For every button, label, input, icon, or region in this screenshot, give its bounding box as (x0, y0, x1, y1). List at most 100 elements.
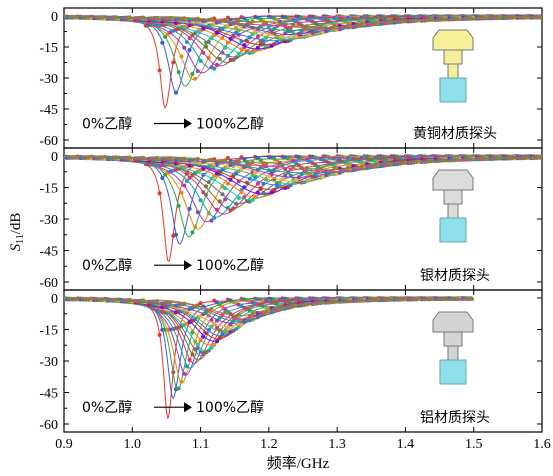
series-marker-13 (258, 42, 263, 47)
series-marker-7 (255, 181, 260, 186)
series-marker-20 (250, 312, 255, 317)
series-marker-1 (198, 301, 203, 306)
series-marker-20 (277, 163, 282, 168)
series-marker-20 (209, 17, 214, 22)
series-marker-20 (264, 309, 269, 314)
series-marker-20 (264, 20, 269, 25)
series-marker-12 (228, 177, 233, 182)
series-marker-20 (277, 306, 282, 311)
series-marker-11 (212, 33, 217, 38)
series-marker-16 (266, 32, 271, 37)
series-marker-13 (272, 42, 277, 47)
series-marker-18 (326, 171, 331, 176)
series-marker-8 (217, 199, 222, 204)
series-marker-2 (228, 17, 233, 22)
series-marker-20 (455, 16, 460, 21)
annotation-from: 0%乙醇 (82, 115, 132, 132)
series-marker-13 (231, 33, 236, 38)
series-marker-20 (195, 157, 200, 161)
annotation-to: 100%乙醇 (196, 399, 264, 416)
x-tick-label: 1.2 (260, 437, 278, 452)
series-marker-18 (286, 170, 290, 175)
series-marker-14 (247, 176, 252, 181)
series-marker-20 (236, 312, 241, 317)
series-marker-20 (332, 23, 337, 28)
series-marker-14 (234, 30, 239, 35)
series-marker-6 (184, 40, 189, 45)
annotation-arrow-head (184, 260, 192, 271)
series-marker-16 (239, 26, 244, 31)
series-marker-20 (113, 15, 118, 20)
series-marker-7 (242, 195, 247, 200)
series-marker-9 (234, 55, 239, 60)
series-group (64, 14, 542, 110)
probe-label: 银材质探头 (420, 268, 490, 284)
series-marker-1 (157, 191, 162, 196)
series-marker-17 (269, 171, 274, 175)
series-marker-15 (223, 329, 228, 333)
series-marker-10 (236, 196, 241, 200)
series-marker-7 (201, 190, 206, 195)
series-line-20 (64, 297, 474, 317)
aluminum-probe-icon (432, 311, 474, 385)
series-marker-20 (441, 17, 446, 22)
series-marker-20 (223, 310, 228, 315)
annotation-to: 100%乙醇 (196, 257, 264, 274)
series-marker-20 (195, 303, 200, 308)
series-marker-16 (253, 170, 258, 175)
series-marker-18 (286, 28, 290, 33)
series-marker-20 (537, 15, 542, 20)
series-marker-10 (195, 342, 200, 347)
series-marker-20 (496, 156, 501, 161)
series-marker-2 (215, 300, 219, 305)
y-axis-label-unit: /dB (8, 213, 24, 235)
series-marker-10 (223, 186, 228, 191)
series-marker-14 (261, 181, 266, 186)
series-marker-10 (250, 198, 255, 202)
series-marker-11 (225, 40, 230, 45)
series-marker-3 (176, 70, 181, 75)
y-tick-label: -45 (39, 387, 58, 402)
series-marker-20 (359, 164, 364, 169)
y-tick-label: 0 (51, 150, 58, 165)
series-marker-11 (225, 181, 230, 186)
series-marker-20 (113, 297, 118, 302)
probe-tip (439, 77, 467, 103)
probe-rod (447, 63, 459, 79)
x-tick-label: 1.3 (328, 437, 346, 452)
series-marker-7 (187, 36, 192, 41)
series-marker-18 (258, 165, 263, 170)
series-marker-17 (283, 173, 288, 178)
series-marker-20 (209, 157, 214, 162)
series-marker-13 (231, 174, 236, 179)
series-marker-19 (275, 165, 280, 170)
series-marker-18 (272, 168, 277, 173)
series-marker-7 (215, 207, 219, 212)
x-tick-label: 1.4 (397, 437, 415, 452)
series-marker-17 (269, 29, 274, 34)
series-marker-20 (291, 23, 296, 28)
series-marker-20 (86, 297, 91, 302)
series-marker-13 (272, 187, 277, 192)
series-marker-20 (305, 302, 310, 307)
series-marker-20 (168, 156, 173, 161)
series-marker-20 (86, 155, 91, 159)
series-marker-5 (182, 183, 187, 188)
series-marker-1 (157, 68, 162, 73)
series-marker-14 (275, 39, 280, 44)
series-marker-12 (215, 339, 219, 344)
series-marker-3 (217, 302, 222, 307)
series-marker-7 (201, 50, 206, 55)
series-marker-19 (247, 314, 252, 319)
series-marker-20 (72, 296, 77, 301)
series-marker-9 (206, 39, 211, 44)
series-marker-19 (234, 315, 239, 320)
series-marker-6 (184, 179, 189, 183)
series-marker-9 (288, 173, 293, 178)
series-marker-20 (291, 164, 296, 169)
series-marker-15 (236, 28, 241, 33)
probe-label: 黄铜材质探头 (413, 125, 497, 142)
series-marker-11 (212, 173, 217, 178)
